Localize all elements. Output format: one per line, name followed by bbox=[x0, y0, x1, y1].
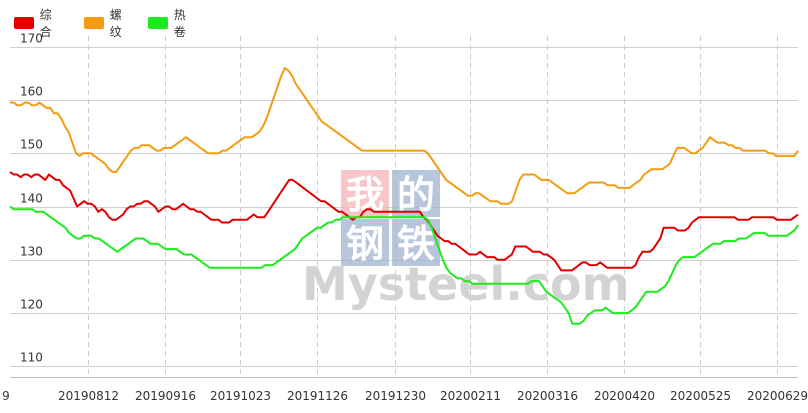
watermark-char: 的 bbox=[397, 173, 435, 217]
x-tick-label: 20200420 bbox=[594, 389, 655, 403]
y-tick-label: 160 bbox=[20, 85, 43, 99]
watermark-tile bbox=[392, 170, 440, 217]
x-axis-ticks: 9 20190812 20190916 20191023 20191126 2019123… bbox=[2, 389, 808, 403]
x-tick-label: 20200316 bbox=[517, 389, 578, 403]
watermark-tile bbox=[341, 219, 389, 266]
legend-item-hot-coil[interactable]: 热卷 bbox=[148, 6, 192, 40]
y-tick-label: 150 bbox=[20, 138, 43, 152]
legend-swatch bbox=[148, 17, 168, 29]
series-line-1 bbox=[10, 67, 799, 205]
legend-label: 综合 bbox=[39, 8, 52, 39]
x-tick-label: 20200525 bbox=[670, 389, 731, 403]
x-tick-label: 20200211 bbox=[440, 389, 501, 403]
x-tick-label: 20191126 bbox=[287, 389, 348, 403]
y-tick-label: 130 bbox=[20, 245, 43, 259]
series-line-0 bbox=[9, 171, 799, 272]
watermark-tile bbox=[341, 170, 389, 217]
series-line-2 bbox=[9, 205, 799, 325]
watermark-char: 钢 bbox=[346, 222, 384, 266]
y-tick-label: 170 bbox=[20, 32, 43, 46]
legend-swatch bbox=[84, 17, 104, 29]
x-tick-label: 20191023 bbox=[210, 389, 271, 403]
x-tick-label: 20191230 bbox=[365, 389, 426, 403]
y-tick-label: 110 bbox=[20, 351, 43, 365]
legend-label: 螺纹 bbox=[109, 8, 122, 39]
series-lines bbox=[9, 67, 799, 325]
legend-item-rebar[interactable]: 螺纹 bbox=[84, 6, 128, 40]
y-tick-label: 120 bbox=[20, 298, 43, 312]
watermark-text: Mysteel.com bbox=[302, 257, 630, 311]
x-tick-label: 20200629 bbox=[747, 389, 808, 403]
legend-item-composite[interactable]: 综合 bbox=[14, 6, 58, 40]
grid bbox=[10, 36, 798, 378]
x-tick-label: 9 bbox=[2, 389, 10, 403]
watermark-char: 铁 bbox=[397, 222, 435, 266]
y-tick-label: 140 bbox=[20, 192, 43, 206]
x-tick-label: 20190916 bbox=[135, 389, 196, 403]
mysteel-watermark: 我的钢 铁Mysteel.com bbox=[302, 170, 630, 311]
y-axis-ticks: 110 120 130 140 150 160 170 bbox=[20, 32, 43, 365]
legend-label: 热卷 bbox=[173, 8, 186, 39]
legend-swatch bbox=[14, 17, 34, 29]
x-tick-label: 20190812 bbox=[58, 389, 119, 403]
